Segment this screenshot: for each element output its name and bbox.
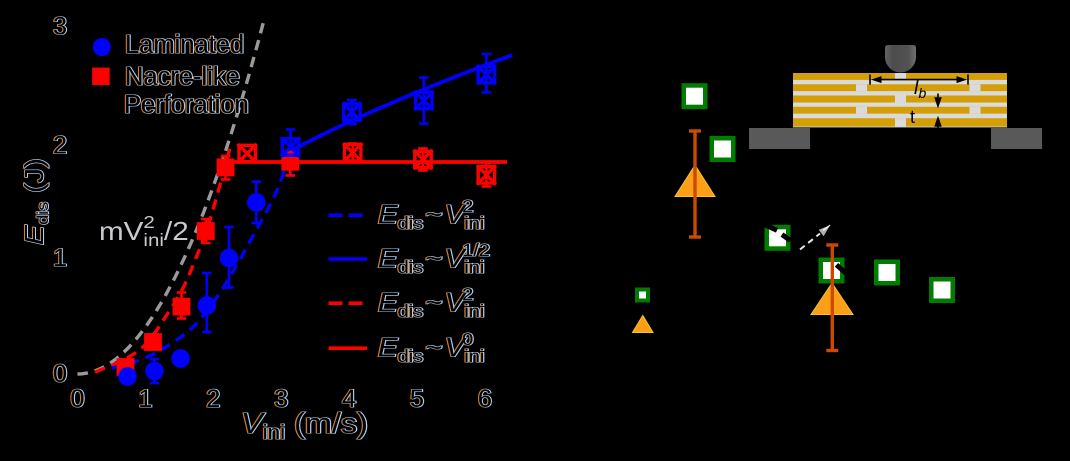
svg-text:Edis~Vini2: Edis~Vini2	[379, 197, 485, 234]
svg-text:Edis~Vini1/2: Edis~Vini1/2	[377, 241, 489, 278]
svg-text:Edis (J): Edis (J)	[20, 158, 53, 245]
svg-text:Edis~Vini0: Edis~Vini0	[377, 330, 483, 367]
svg-text:6: 6	[479, 385, 493, 413]
svg-text:Edis~Vini1/2: Edis~Vini1/2	[379, 241, 491, 278]
svg-text:4: 4	[341, 385, 355, 413]
svg-text:Laminated: Laminated	[125, 31, 244, 59]
svg-text:3: 3	[53, 13, 67, 41]
svg-text:Vini (m/s): Vini (m/s)	[242, 407, 369, 444]
svg-text:Vini (m/s): Vini (m/s)	[240, 407, 367, 444]
svg-text:2: 2	[52, 132, 66, 160]
svg-text:3: 3	[275, 385, 289, 413]
svg-text:1: 1	[138, 385, 152, 413]
svg-text:6: 6	[477, 385, 491, 413]
svg-text:1: 1	[53, 244, 67, 272]
svg-text:0: 0	[52, 360, 66, 388]
svg-text:Laminated: Laminated	[126, 31, 245, 59]
svg-text:5: 5	[410, 385, 424, 413]
svg-text:Edis~Vini0: Edis~Vini0	[379, 330, 485, 367]
svg-text:3: 3	[274, 385, 288, 413]
svg-text:1: 1	[52, 244, 66, 272]
svg-text:1: 1	[138, 385, 152, 413]
svg-text:1: 1	[54, 244, 68, 272]
svg-text:2: 2	[206, 385, 220, 413]
svg-text:5: 5	[411, 385, 425, 413]
svg-text:Edis~Vini1/2: Edis~Vini1/2	[378, 241, 490, 278]
svg-text:3: 3	[52, 13, 66, 41]
svg-text:0: 0	[54, 360, 68, 388]
svg-text:Vini (m/s): Vini (m/s)	[241, 407, 368, 444]
svg-text:Perforation: Perforation	[123, 91, 248, 119]
svg-text:2: 2	[206, 385, 220, 413]
svg-text:5: 5	[409, 385, 423, 413]
svg-text:Edis~Vini2: Edis~Vini2	[379, 285, 485, 322]
svg-text:3: 3	[54, 13, 68, 41]
svg-text:Edis (J): Edis (J)	[19, 158, 52, 245]
svg-text:Edis~Vini2: Edis~Vini2	[377, 285, 483, 322]
svg-text:Edis~Vini2: Edis~Vini2	[377, 197, 483, 234]
svg-text:Nacre-like: Nacre-like	[126, 63, 241, 91]
svg-text:Edis~Vini2: Edis~Vini2	[378, 197, 484, 234]
svg-text:6: 6	[478, 385, 492, 413]
svg-text:Edis~Vini0: Edis~Vini0	[378, 330, 484, 367]
svg-text:3: 3	[274, 385, 288, 413]
svg-text:Perforation: Perforation	[125, 91, 250, 119]
svg-text:Edis~Vini2: Edis~Vini2	[378, 285, 484, 322]
svg-text:0: 0	[71, 385, 85, 413]
svg-text:Perforation: Perforation	[124, 91, 249, 119]
svg-text:2: 2	[54, 132, 68, 160]
svg-text:0: 0	[71, 385, 85, 413]
svg-text:1: 1	[139, 385, 153, 413]
svg-text:0: 0	[70, 385, 84, 413]
svg-text:4: 4	[342, 385, 356, 413]
svg-text:4: 4	[343, 385, 357, 413]
svg-text:t: t	[910, 107, 915, 127]
svg-text:0: 0	[53, 360, 67, 388]
svg-text:Edis (J): Edis (J)	[18, 158, 51, 245]
svg-text:Nacre-like: Nacre-like	[124, 63, 239, 91]
svg-text:Laminated: Laminated	[124, 31, 243, 59]
svg-text:Nacre-like: Nacre-like	[125, 63, 240, 91]
svg-text:2: 2	[53, 132, 67, 160]
svg-text:2: 2	[207, 385, 221, 413]
